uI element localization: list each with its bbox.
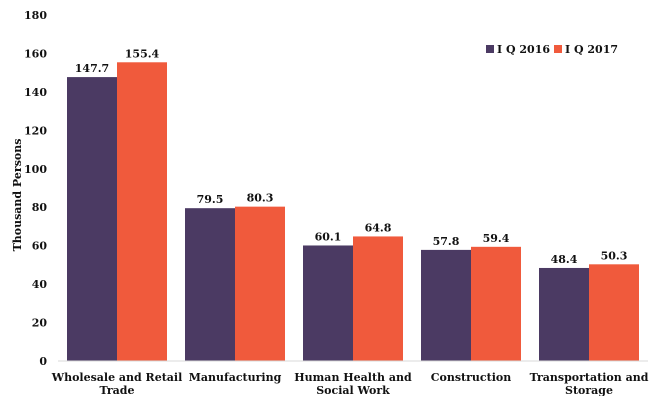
y-tick-label: 140	[24, 86, 47, 99]
x-tick-label: Social Work	[316, 384, 390, 396]
bar	[303, 245, 353, 361]
x-tick-label: Wholesale and Retail	[51, 371, 183, 384]
x-tick-label: Manufacturing	[189, 371, 282, 384]
legend-label: I Q 2016	[497, 43, 550, 56]
data-label: 79.5	[197, 193, 224, 206]
y-tick-label: 0	[39, 355, 47, 368]
y-tick-label: 160	[24, 47, 47, 60]
data-label: 80.3	[247, 192, 274, 205]
x-tick-label: Construction	[431, 371, 511, 384]
data-label: 64.8	[365, 221, 392, 234]
y-tick-label: 60	[32, 240, 48, 253]
data-label: 48.4	[551, 253, 578, 266]
y-axis-ticks: 0 20 40 60 80 100 120 140 160 180	[24, 9, 47, 368]
data-label: 50.3	[601, 249, 628, 262]
y-tick-label: 180	[24, 9, 47, 22]
y-tick-label: 100	[24, 163, 47, 176]
legend: I Q 2016 I Q 2017	[486, 43, 618, 56]
bar	[353, 236, 403, 361]
legend-label: I Q 2017	[565, 43, 618, 56]
y-axis-title: Thousand Persons	[11, 139, 24, 252]
y-tick-label: 40	[32, 278, 48, 291]
bar	[67, 77, 117, 362]
x-tick-label: Human Health and	[294, 371, 412, 384]
data-label: 155.4	[125, 47, 160, 60]
legend-swatch	[486, 45, 494, 53]
data-label: 147.7	[75, 62, 109, 75]
y-tick-label: 80	[32, 201, 48, 214]
y-tick-label: 20	[32, 317, 48, 330]
bar	[539, 267, 589, 361]
bar	[185, 208, 235, 361]
x-tick-label: Storage	[565, 384, 613, 396]
bars	[58, 62, 648, 362]
data-label: 59.4	[483, 232, 510, 245]
data-label: 57.8	[433, 235, 460, 248]
legend-swatch	[554, 45, 562, 53]
bar	[471, 246, 521, 361]
x-tick-label: Trade	[100, 384, 135, 396]
bar	[589, 264, 639, 361]
data-labels: 147.7 155.4 79.5 80.3 60.1 64.8 57.8 59.4 48.4 50…	[75, 47, 628, 266]
y-tick-label: 120	[24, 124, 47, 137]
data-label: 60.1	[315, 230, 342, 243]
bar	[421, 249, 471, 361]
x-tick-label: Transportation and	[530, 371, 649, 384]
bar	[117, 62, 167, 361]
bar	[235, 206, 285, 361]
